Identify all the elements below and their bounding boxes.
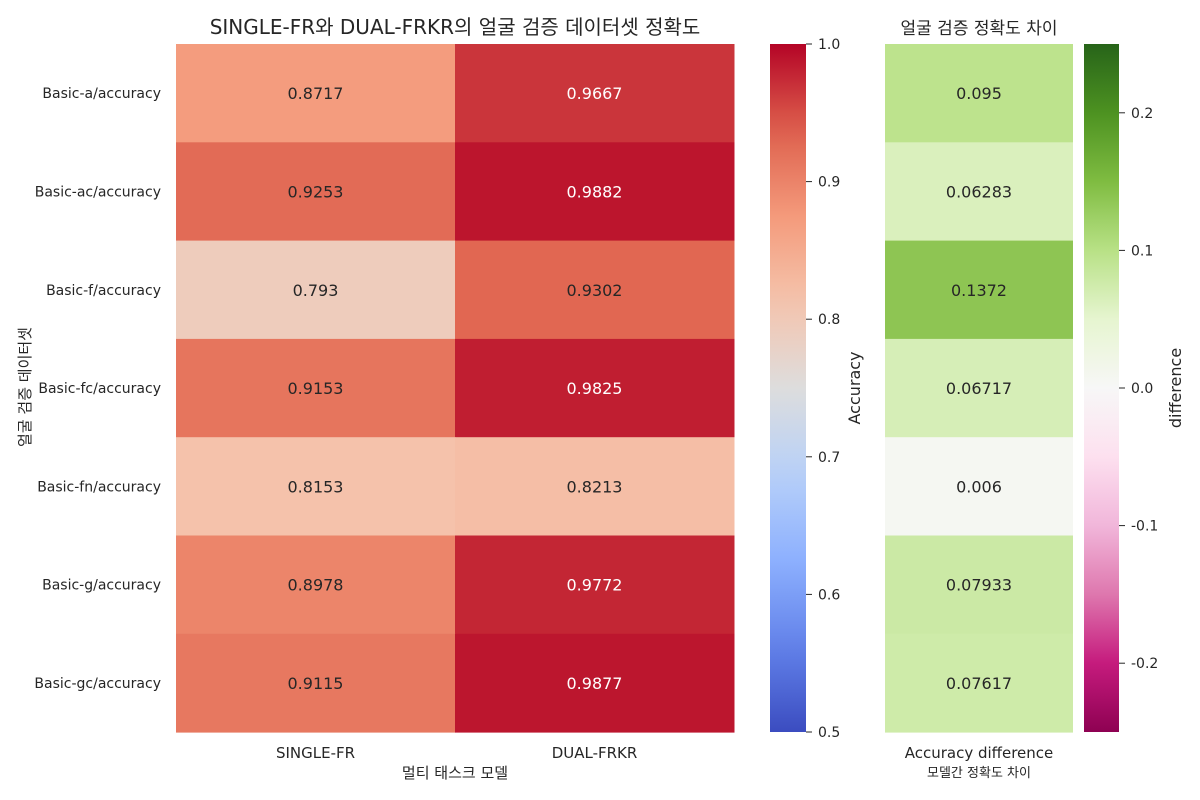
cell-value-label: 0.9253 [288,182,344,201]
heatmap-cell [176,535,456,635]
difference-value-label: 0.06717 [946,379,1012,398]
y-tick-label: Basic-gc/accuracy [34,676,161,692]
cell-value-label: 0.8213 [567,477,623,496]
difference-cells: 0.095 0.06283 0.1372 0.06717 0.006 0.07933 0.0… [885,44,1073,733]
heatmap-cell [176,338,456,438]
heatmap-cell [455,142,735,242]
colorbar-tick-label: 0.1 [1131,243,1153,259]
difference-cell [885,633,1073,733]
heatmap-cell [455,44,735,143]
heatmap-cell [176,633,456,733]
heatmap-cell [176,142,456,242]
cell-value-label: 0.9877 [567,674,623,693]
colorbar-tick-label: 0.5 [818,725,840,741]
cell-value-label: 0.8153 [288,477,344,496]
heatmap-cell [455,633,735,733]
colorbar-tick-label: 0.8 [818,312,840,328]
y-axis-label: 얼굴 검증 데이터셋 [16,327,34,447]
heatmap-cell [176,437,456,536]
difference-cell [885,44,1073,143]
difference-cell [885,535,1073,635]
y-tick-label: Basic-fn/accuracy [37,479,161,495]
colorbar-tick-label: -0.2 [1131,656,1158,672]
y-tick-label: Basic-f/accuracy [46,283,161,299]
main-heatmap: SINGLE-FR와 DUAL-FRKR의 얼굴 검증 데이터셋 정확도 0.8… [16,15,735,782]
difference-value-label: 0.06283 [946,182,1012,201]
cell-value-label: 0.8717 [288,84,344,103]
colorbar-tick-label: -0.1 [1131,519,1158,535]
colorbar-tick-label: 0.0 [1131,381,1153,397]
cell-value-label: 0.9153 [288,379,344,398]
cell-value-label: 0.9772 [567,576,623,595]
difference-cell [885,437,1073,536]
accuracy-colorbar-label: Accuracy [845,351,864,424]
difference-colorbar-ticks: 0.2 0.1 0.0 -0.1 -0.2 [1119,106,1158,672]
cell-value-label: 0.9302 [567,281,623,300]
difference-title: 얼굴 검증 정확도 차이 [901,19,1058,39]
colorbar-tick-label: 1.0 [818,37,840,53]
colorbar-tick-label: 0.2 [1131,106,1153,122]
cell-value-label: 0.793 [293,281,339,300]
x-axis-label: 멀티 태스크 모델 [402,764,508,782]
heatmap-cell [176,240,456,340]
colorbar-tick-label: 0.6 [818,587,840,603]
main-title: SINGLE-FR와 DUAL-FRKR의 얼굴 검증 데이터셋 정확도 [210,15,701,39]
y-tick-label: Basic-a/accuracy [42,86,161,102]
main-cells: 0.8717 0.9667 0.9253 0.9882 0.793 0.9302 0.915… [176,44,735,733]
heatmap-cell [455,338,735,438]
colorbar-tick-label: 0.9 [818,175,840,191]
difference-colorbar-gradient [1084,44,1119,732]
y-tick-labels: Basic-a/accuracy Basic-ac/accuracy Basic-f… [34,86,161,692]
y-tick-label: Basic-ac/accuracy [35,184,161,200]
difference-x-tick-label: Accuracy difference [905,744,1054,762]
y-tick-label: Basic-g/accuracy [42,578,161,594]
difference-value-label: 0.07617 [946,674,1012,693]
cell-value-label: 0.9882 [567,182,623,201]
difference-value-label: 0.1372 [951,281,1007,300]
x-tick-labels: SINGLE-FR DUAL-FRKR [276,744,637,762]
difference-value-label: 0.006 [956,477,1002,496]
difference-heatmap: 얼굴 검증 정확도 차이 0.0950.062830.13720.067170.… [885,19,1073,781]
difference-colorbar: 0.2 0.1 0.0 -0.1 -0.2 difference [1084,44,1185,732]
difference-value-label: 0.095 [956,84,1002,103]
accuracy-colorbar-gradient [770,44,806,732]
difference-value-label: 0.07933 [946,576,1012,595]
cell-value-label: 0.9825 [567,379,623,398]
cell-value-label: 0.8978 [288,576,344,595]
heatmap-cell [455,240,735,340]
accuracy-colorbar: 0.5 0.6 0.7 0.8 0.9 1.0 Accuracy [770,37,864,741]
x-tick-label: DUAL-FRKR [552,744,638,762]
difference-cell [885,142,1073,242]
difference-colorbar-label: difference [1166,348,1185,428]
cell-value-label: 0.9667 [567,84,623,103]
colorbar-tick-label: 0.7 [818,450,840,466]
heatmap-cell [455,437,735,536]
heatmap-cell [455,535,735,635]
x-tick-label: SINGLE-FR [276,744,355,762]
difference-cell [885,240,1073,340]
difference-x-sublabel: 모델간 정확도 차이 [927,766,1031,781]
accuracy-colorbar-ticks: 0.5 0.6 0.7 0.8 0.9 1.0 [806,37,840,741]
heatmap-cell [176,44,456,143]
cell-value-label: 0.9115 [288,674,344,693]
y-tick-label: Basic-fc/accuracy [38,381,161,397]
difference-cell [885,338,1073,438]
